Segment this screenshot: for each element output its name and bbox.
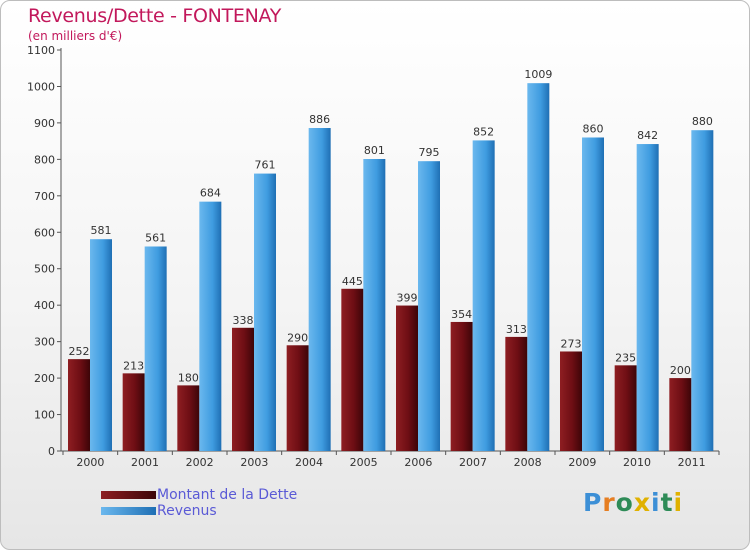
x-tick-label: 2008 [514, 456, 542, 469]
legend-label-dette: Montant de la Dette [157, 487, 298, 503]
y-tick-label: 1100 [27, 44, 55, 57]
data-label-revenus-2002: 684 [200, 187, 221, 200]
bar-dette-2000 [68, 359, 90, 451]
bar-revenus-2004 [308, 128, 331, 451]
bar-dette-2010 [614, 365, 637, 451]
legend-item-revenus: Revenus [101, 503, 297, 519]
y-tick-label: 200 [34, 372, 55, 385]
bar-dette-2002 [177, 385, 200, 451]
y-tick-label: 800 [34, 153, 55, 166]
data-label-revenus-2003: 761 [255, 159, 276, 172]
bar-revenus-2003 [254, 173, 276, 451]
bar-dette-2004 [286, 345, 309, 451]
logo-letter: t [660, 488, 674, 517]
x-tick-label: 2005 [350, 456, 378, 469]
legend-item-dette: Montant de la Dette [101, 487, 297, 503]
data-label-revenus-2011: 880 [692, 115, 713, 128]
bar-dette-2011 [669, 378, 692, 451]
data-label-revenus-2008: 1009 [524, 68, 552, 81]
x-tick-label: 2004 [295, 456, 323, 469]
legend-label-revenus: Revenus [157, 503, 217, 519]
chart-subtitle: (en milliers d'€) [28, 29, 123, 43]
data-label-dette-2011: 200 [670, 364, 691, 377]
bar-dette-2007 [450, 321, 473, 451]
x-tick-label: 2007 [459, 456, 487, 469]
chart-title: Revenus/Dette - FONTENAY [28, 5, 282, 27]
y-tick-label: 300 [34, 336, 55, 349]
logo-letter: P [583, 488, 603, 517]
bar-dette-2009 [560, 351, 582, 451]
logo-letter: r [602, 488, 616, 517]
bar-dette-2003 [232, 327, 254, 451]
x-tick-label: 2003 [240, 456, 268, 469]
y-tick-label: 0 [48, 445, 55, 458]
x-tick-label: 2011 [678, 456, 706, 469]
bar-revenus-2000 [90, 239, 112, 451]
bar-revenus-2010 [636, 144, 659, 451]
bar-revenus-2005 [363, 158, 386, 451]
x-tick-label: 2002 [186, 456, 214, 469]
data-label-revenus-2004: 886 [309, 113, 330, 126]
data-label-dette-2005: 445 [342, 275, 363, 288]
data-label-dette-2009: 273 [561, 337, 582, 350]
y-tick-label: 600 [34, 226, 55, 239]
logo-letter: x [633, 488, 651, 517]
legend-swatch-revenus [101, 507, 156, 515]
data-label-dette-2006: 399 [397, 292, 418, 305]
bar-revenus-2006 [418, 161, 440, 451]
bar-dette-2008 [505, 336, 528, 451]
legend: Montant de la Dette Revenus [101, 487, 297, 519]
data-label-revenus-2009: 860 [583, 122, 604, 135]
data-label-dette-2004: 290 [287, 331, 308, 344]
bar-revenus-2011 [691, 130, 714, 451]
bar-dette-2001 [122, 373, 145, 451]
bar-revenus-2009 [582, 137, 604, 451]
data-label-dette-2002: 180 [178, 371, 199, 384]
data-label-revenus-2001: 561 [145, 231, 166, 244]
x-tick-label: 2001 [131, 456, 159, 469]
data-label-revenus-2010: 842 [637, 129, 658, 142]
data-label-revenus-2000: 581 [91, 224, 112, 237]
logo-letter: i [651, 488, 661, 517]
y-tick-label: 700 [34, 190, 55, 203]
y-tick-label: 100 [34, 409, 55, 422]
logo-letter: o [615, 488, 634, 517]
data-label-dette-2008: 313 [506, 323, 527, 336]
logo-letter: i [673, 488, 684, 517]
data-label-revenus-2006: 795 [419, 146, 440, 159]
legend-swatch-dette [101, 491, 156, 499]
bar-dette-2006 [396, 305, 418, 451]
bar-dette-2005 [341, 288, 364, 451]
data-label-revenus-2007: 852 [473, 125, 494, 138]
data-label-dette-2000: 252 [69, 345, 90, 358]
x-tick-label: 2009 [568, 456, 596, 469]
bar-revenus-2001 [144, 246, 167, 451]
x-tick-label: 2010 [623, 456, 651, 469]
x-tick-label: 2000 [76, 456, 104, 469]
x-tick-label: 2006 [404, 456, 432, 469]
y-tick-label: 900 [34, 117, 55, 130]
bar-revenus-2002 [199, 201, 222, 451]
data-label-revenus-2005: 801 [364, 144, 385, 157]
data-label-dette-2001: 213 [123, 359, 144, 372]
y-tick-label: 500 [34, 263, 55, 276]
y-tick-label: 1000 [27, 80, 55, 93]
bar-revenus-2008 [527, 83, 550, 451]
data-label-dette-2007: 354 [451, 308, 472, 321]
y-tick-label: 400 [34, 299, 55, 312]
data-label-dette-2003: 338 [233, 314, 254, 327]
bar-revenus-2007 [472, 140, 495, 451]
data-label-dette-2010: 235 [615, 351, 636, 364]
proxiti-logo: Proxiti [583, 488, 683, 517]
